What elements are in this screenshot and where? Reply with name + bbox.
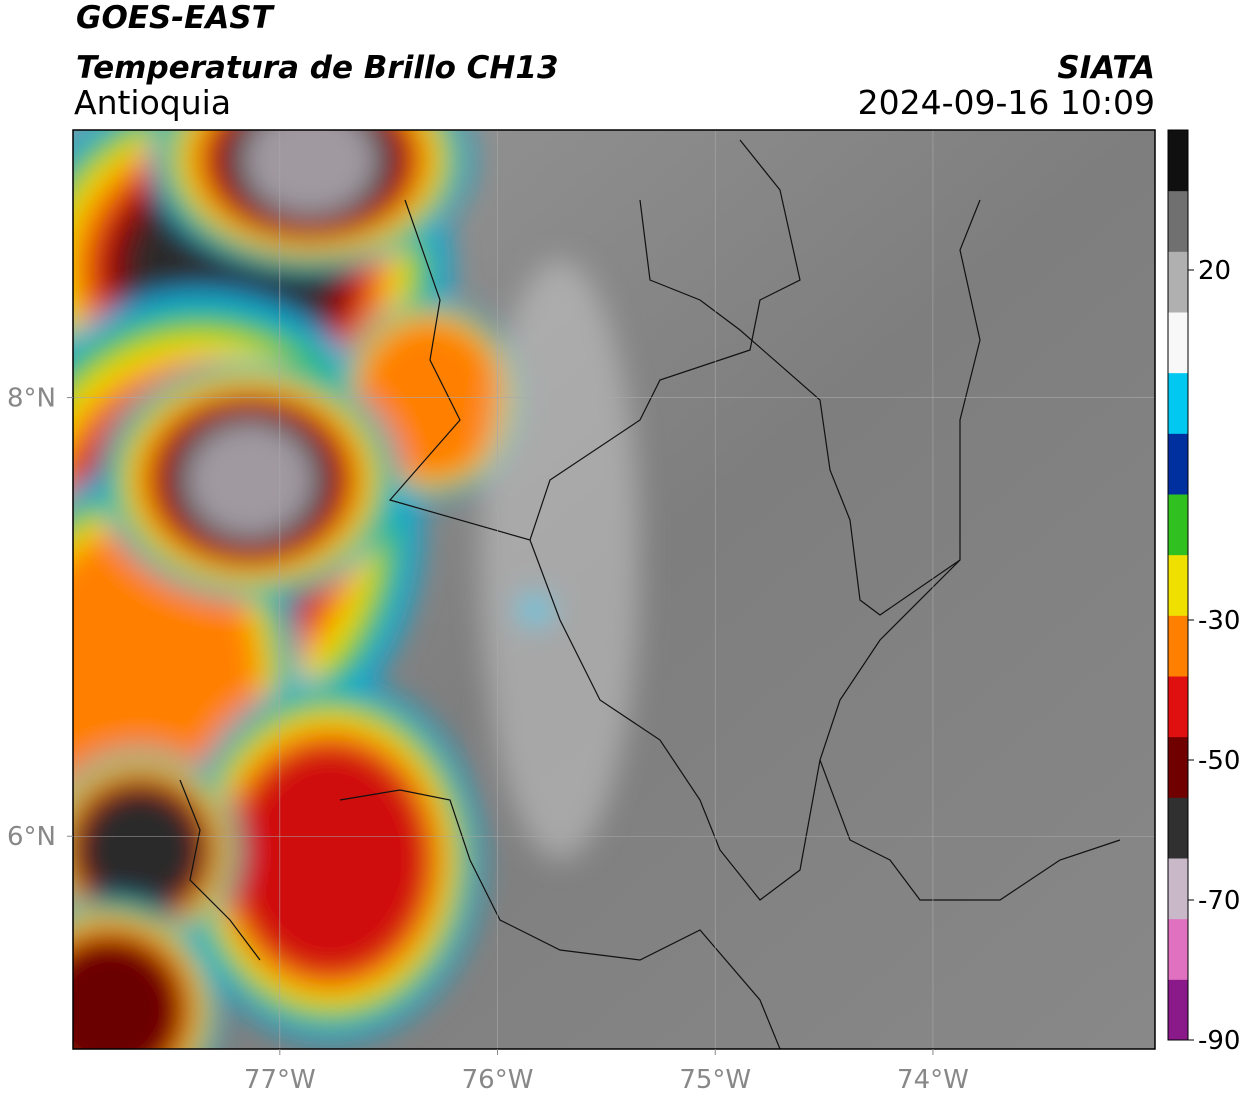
borders <box>179 139 1121 1049</box>
cloud <box>356 319 504 481</box>
x-tick-label: 77°W <box>244 1065 316 1095</box>
colorbar-segment <box>1168 433 1188 495</box>
colorbar-segment <box>1168 372 1188 434</box>
title: GOES-EAST <box>76 0 276 36</box>
subtitle: Temperatura de Brillo CH13 <box>76 50 559 86</box>
colorbar-segment <box>1168 858 1188 920</box>
colorbar-segment <box>1168 736 1188 798</box>
region: Antioquia <box>74 83 231 122</box>
cloud <box>79 789 201 911</box>
colorbar-segment <box>1168 494 1188 556</box>
colorbar-segment <box>1168 554 1188 616</box>
colorbar-segment <box>1168 251 1188 313</box>
cloud <box>480 260 640 860</box>
datetime: 2024-09-16 10:09 <box>858 83 1155 122</box>
colorbar-tick-label: -30 <box>1198 606 1240 636</box>
x-tick-label: 74°W <box>897 1065 969 1095</box>
colorbar-segment <box>1168 615 1188 677</box>
cloud <box>184 421 316 539</box>
y-tick-label: 6°N <box>7 822 56 852</box>
colorbar-tick-label: -50 <box>1198 746 1240 776</box>
colorbar-segment <box>1168 312 1188 374</box>
colorbar-tick-label: -90 <box>1198 1026 1240 1056</box>
cloud <box>228 741 432 979</box>
x-tick-label: 76°W <box>462 1065 534 1095</box>
cloud <box>73 938 182 1049</box>
colorbar-segment <box>1168 979 1188 1041</box>
colorbar-segment <box>1168 190 1188 252</box>
x-tick-label: 75°W <box>679 1065 751 1095</box>
colorbar-segment <box>1168 130 1188 192</box>
map-frame <box>72 129 1156 1050</box>
colorbar-frame <box>1167 129 1189 1041</box>
colorbar-tick-label: 20 <box>1198 256 1231 286</box>
colorbar-segment <box>1168 918 1188 980</box>
colorbar-segment <box>1168 676 1188 738</box>
y-tick-label: 8°N <box>7 384 56 414</box>
cloud <box>242 130 378 217</box>
colorbar-segment <box>1168 797 1188 859</box>
colorbar-tick-label: -70 <box>1198 886 1240 916</box>
map-image <box>73 130 1155 1049</box>
source: SIATA <box>1057 50 1155 86</box>
